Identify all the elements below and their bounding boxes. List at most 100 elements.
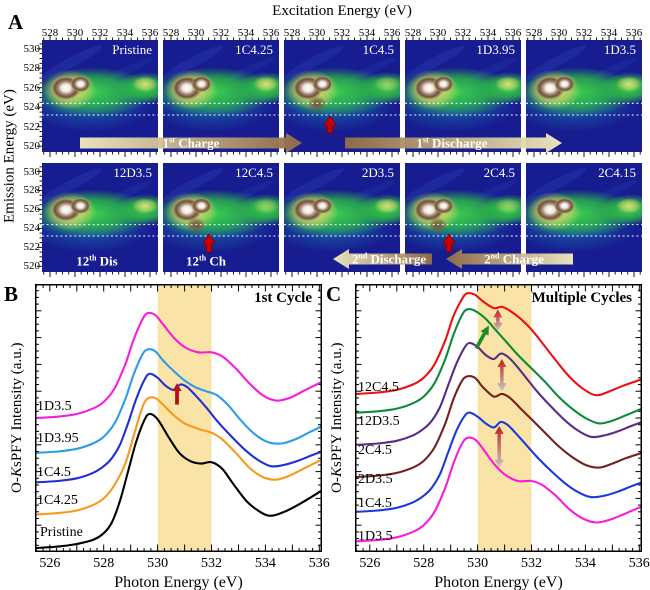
excitation-tick-label: 530 [66, 27, 84, 39]
flow-arrow-label-1st-discharge: 1st Discharge [416, 135, 488, 151]
series-curve-2c4-5 [355, 341, 642, 446]
photon-energy-tick-label: 536 [628, 556, 650, 571]
intensity-change-arrow [493, 309, 503, 331]
excitation-tick-label: 534 [237, 27, 255, 39]
panel-c-plot: Multiple Cycles 1D3.5 1C4.5 2D3.5 2C4.5 12D3.… [320, 280, 650, 590]
corner-label-12d3-5: 12th Dis [76, 253, 118, 269]
series-curve-12d3-5 [355, 308, 642, 425]
excitation-tick-label: 532 [575, 27, 593, 39]
series-label-2c4-5: 2C4.5 [358, 443, 392, 458]
plot-area-c [355, 284, 642, 552]
flow-arrow-label-1st-charge: 1st Charge [162, 135, 220, 151]
map-label-1d3-95: 1D3.95 [476, 42, 515, 57]
plot-frame [35, 284, 322, 552]
photon-energy-tick-label: 530 [147, 556, 169, 571]
map-label-2c4-5: 2C4.5 [483, 165, 515, 180]
series-curve-1d3-5 [35, 311, 322, 420]
peak-marker-arrow [172, 383, 182, 405]
rixs-map-2c4-5 [405, 163, 521, 272]
flow-arrow-label-2nd-discharge: 2nd Discharge [351, 251, 427, 267]
excitation-tick-label: 534 [116, 27, 134, 39]
map-label-1c4-5: 1C4.5 [362, 42, 394, 57]
panel-c-letter: C [326, 282, 342, 306]
intensity-axis-title: O- K sPFY Intensity (a.u.) [9, 342, 25, 494]
rixs-map-svg-2c4-15 [526, 163, 642, 272]
photon-energy-tick-label: 536 [308, 556, 330, 571]
photon-energy-tick-label: 530 [467, 556, 489, 571]
series-label-1c4-5: 1C4.5 [358, 496, 392, 511]
map-label-2c4-15: 2C4.15 [598, 165, 636, 180]
emission-tick-label: 522 [23, 120, 41, 133]
emission-tick-label: 520 [23, 140, 41, 153]
series-label-12d3-5: 12D3.5 [358, 414, 400, 429]
emission-tick-label: 520 [23, 260, 41, 273]
map-label-1c4-25: 1C4.25 [235, 42, 273, 57]
series-label-1d3-5: 1D3.5 [37, 399, 72, 414]
emission-tick-label: 528 [23, 184, 41, 197]
emission-tick-label: 526 [23, 81, 41, 94]
excitation-tick-label: 534 [479, 27, 497, 39]
intensity-axis-title: O- K sPFY Intensity (a.u.) [329, 342, 345, 494]
excitation-tick-label: 536 [625, 27, 643, 39]
series-label-pristine: Pristine [40, 525, 83, 540]
corner-label-12c4-5: 12th Ch [185, 253, 227, 269]
series-label-1c4-25: 1C4.25 [37, 493, 78, 508]
rixs-map-1d3-5 [526, 40, 642, 152]
rixs-map-12d3-5 [42, 163, 158, 272]
photon-energy-axis-title: Photon Energy (eV) [434, 574, 563, 590]
panel-b-plot: 1st Cycle Pristine 1C4.25 1C4.5 1D3.95 1D3.5 5… [0, 280, 330, 590]
emission-tick-label: 530 [23, 42, 41, 55]
rixs-map-2c4-15 [526, 163, 642, 272]
excitation-tick-label: 536 [504, 27, 522, 39]
plot-title-multiple-cycles: Multiple Cycles [531, 290, 632, 306]
excitation-tick-label: 528 [162, 27, 180, 39]
excitation-tick-label: 528 [41, 27, 59, 39]
map-label-pristine: Pristine [112, 42, 152, 57]
series-curve-12c4-5 [355, 291, 642, 397]
rixs-map-12c4-5 [163, 163, 279, 272]
excitation-tick-label: 536 [141, 27, 159, 39]
intensity-change-arrow [494, 426, 504, 468]
flow-arrow-label-2nd-charge: 2nd Charge [484, 251, 544, 267]
plot-area-b [35, 284, 322, 552]
series-label-1d3-5: 1D3.5 [358, 529, 393, 544]
excitation-tick-label: 530 [550, 27, 568, 39]
excitation-tick-label: 532 [333, 27, 351, 39]
panel-a-maps: Pristine 1C4.25 [0, 0, 650, 285]
map-label-12c4-5: 12C4.5 [235, 165, 273, 180]
excitation-tick-label: 528 [404, 27, 422, 39]
rixs-map-svg-2c4-5 [405, 163, 521, 272]
excitation-tick-label: 528 [525, 27, 543, 39]
series-curve-1c4-5 [355, 411, 642, 513]
intensity-change-arrow [497, 359, 507, 392]
excitation-axis-title: Excitation Energy (eV) [272, 3, 412, 19]
excitation-tick-label: 530 [187, 27, 205, 39]
excitation-tick-label: 536 [383, 27, 401, 39]
photon-energy-axis-title: Photon Energy (eV) [114, 574, 243, 590]
map-label-2d3-5: 2D3.5 [361, 165, 394, 180]
excitation-tick-label: 534 [600, 27, 618, 39]
series-curve-pristine [35, 412, 322, 550]
highlight-band [477, 284, 532, 552]
emission-tick-label: 522 [23, 241, 41, 254]
series-curve-1c4-25 [35, 396, 322, 516]
rixs-map-svg-1c4-5 [284, 40, 400, 152]
photon-energy-tick-label: 528 [413, 556, 435, 571]
emission-tick-label: 524 [23, 101, 41, 114]
photon-energy-tick-label: 526 [39, 556, 61, 571]
series-label-2d3-5: 2D3.5 [358, 472, 393, 487]
excitation-tick-label: 528 [283, 27, 301, 39]
green-increase-arrowhead [480, 325, 489, 336]
series-curve-1d3-5 [355, 436, 642, 543]
rixs-map-svg-1d3-5 [526, 40, 642, 152]
series-label-1d3-95: 1D3.95 [37, 431, 79, 446]
excitation-tick-label: 536 [262, 27, 280, 39]
photon-energy-tick-label: 528 [93, 556, 115, 571]
photon-energy-tick-label: 532 [201, 556, 222, 571]
photon-energy-tick-label: 534 [254, 556, 276, 571]
plot-svg-b [35, 284, 322, 552]
excitation-tick-label: 532 [91, 27, 109, 39]
series-curve-1d3-95 [35, 348, 322, 454]
emission-tick-label: 528 [23, 62, 41, 75]
